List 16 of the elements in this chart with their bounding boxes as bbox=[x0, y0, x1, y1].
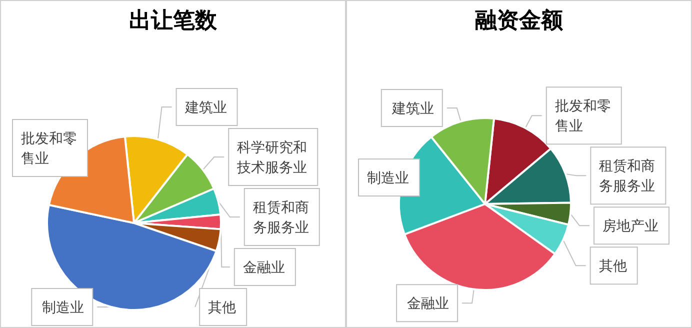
slice-label: 建筑业 bbox=[390, 100, 434, 116]
slice-label: 金融业 bbox=[407, 295, 450, 312]
slice-label: 批发和零售业 bbox=[554, 98, 611, 134]
slice-label: 房地产业 bbox=[602, 218, 658, 234]
slice-label: 科学研究和技术服务业 bbox=[236, 139, 308, 175]
slice-label: 制造业 bbox=[367, 170, 409, 186]
slice-label: 制造业 bbox=[42, 299, 84, 315]
slice-label: 其他 bbox=[598, 258, 627, 274]
chart-title: 融资金额 bbox=[475, 8, 564, 34]
chart-title: 出让笔数 bbox=[129, 8, 218, 34]
slice-label: 其他 bbox=[208, 299, 236, 315]
slice-label: 金融业 bbox=[242, 259, 285, 275]
slice-label: 建筑业 bbox=[184, 99, 227, 115]
slice-label: 租赁和商务服务业 bbox=[599, 158, 656, 194]
slice-label: 批发和零售业 bbox=[21, 130, 77, 166]
slice-label: 租赁和商务服务业 bbox=[252, 199, 309, 235]
